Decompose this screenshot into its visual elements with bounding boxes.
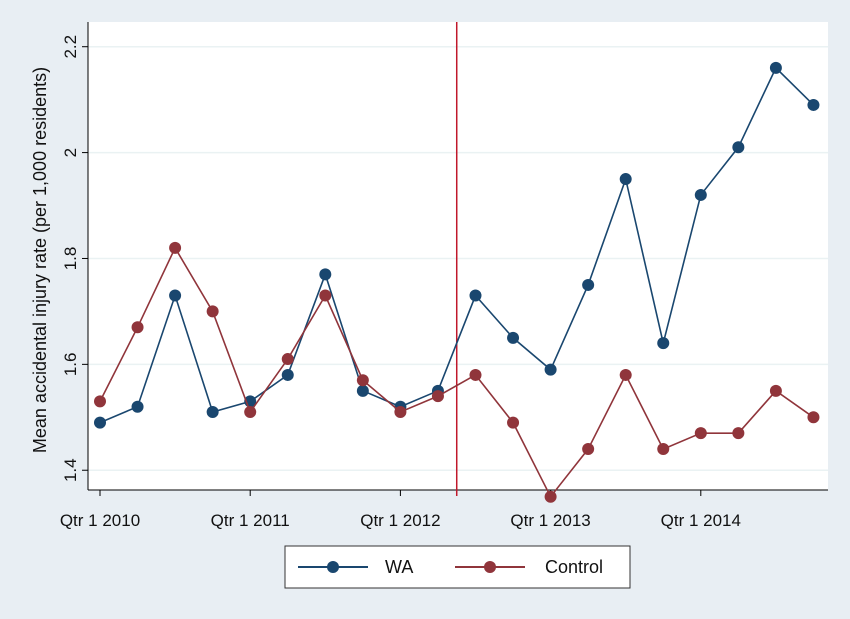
series-control-point xyxy=(319,289,332,302)
series-control-point xyxy=(394,405,407,418)
legend-control-label: Control xyxy=(545,557,603,577)
gridlines xyxy=(88,45,828,471)
series-wa-point xyxy=(131,400,144,413)
series-control-point xyxy=(244,405,257,418)
y-tick-label: 1.8 xyxy=(61,247,80,271)
series-wa-point xyxy=(319,268,332,281)
series-control-point xyxy=(657,443,670,456)
series-control-point xyxy=(544,490,557,503)
series-control-point xyxy=(769,384,782,397)
series-control-point xyxy=(694,427,707,440)
series-wa-line xyxy=(99,66,815,424)
x-tick-label: Qtr 1 2010 xyxy=(60,511,140,530)
series-wa-point xyxy=(169,289,182,302)
plot-area xyxy=(88,22,828,490)
series-wa-point xyxy=(507,331,520,344)
series-control-point xyxy=(582,443,595,456)
series-wa-point xyxy=(619,173,632,186)
series-wa-point xyxy=(206,405,219,418)
series-group xyxy=(94,61,820,503)
y-tick-label: 2.2 xyxy=(61,35,80,59)
series-wa-point xyxy=(469,289,482,302)
series-wa-point xyxy=(694,188,707,201)
series-wa-point xyxy=(807,98,820,111)
y-tick-label: 1.4 xyxy=(61,458,80,482)
series-control-point xyxy=(131,321,144,334)
x-tick-label: Qtr 1 2014 xyxy=(661,511,741,530)
legend: WA Control xyxy=(284,545,631,589)
legend-wa-marker xyxy=(327,561,339,573)
legend-control-marker xyxy=(484,561,496,573)
series-wa-point xyxy=(769,61,782,74)
series-control-point xyxy=(281,353,294,366)
legend-wa-label: WA xyxy=(385,557,413,577)
axes: 1.4 1.6 1.8 2 2.2 Qtr 1 2010 Qtr 1 2011 Qtr 1 2… xyxy=(60,22,828,530)
series-control-point xyxy=(356,374,369,387)
series-control-line xyxy=(99,246,814,499)
series-wa-point xyxy=(657,337,670,350)
series-wa-point xyxy=(582,278,595,291)
series-wa-point xyxy=(94,416,106,429)
series-control-point xyxy=(807,411,820,424)
series-control-point xyxy=(431,390,444,403)
y-axis-title: Mean accidental injury rate (per 1,000 r… xyxy=(30,67,50,453)
series-control-point xyxy=(732,427,745,440)
series-wa-point xyxy=(356,384,369,397)
series-control-point xyxy=(469,368,482,381)
x-tick-label: Qtr 1 2012 xyxy=(360,511,440,530)
series-control-point xyxy=(94,395,106,408)
series-wa-point xyxy=(732,141,745,154)
series-control-point xyxy=(507,416,520,429)
series-control-point xyxy=(619,368,632,381)
y-tick-label: 1.6 xyxy=(61,353,80,377)
series-wa-point xyxy=(544,363,557,376)
series-control-point xyxy=(206,305,219,318)
x-tick-label: Qtr 1 2013 xyxy=(510,511,590,530)
x-tick-label: Qtr 1 2011 xyxy=(211,511,290,530)
series-wa-point xyxy=(281,368,294,381)
series-control-point xyxy=(169,241,182,254)
y-tick-label: 2 xyxy=(61,148,80,157)
